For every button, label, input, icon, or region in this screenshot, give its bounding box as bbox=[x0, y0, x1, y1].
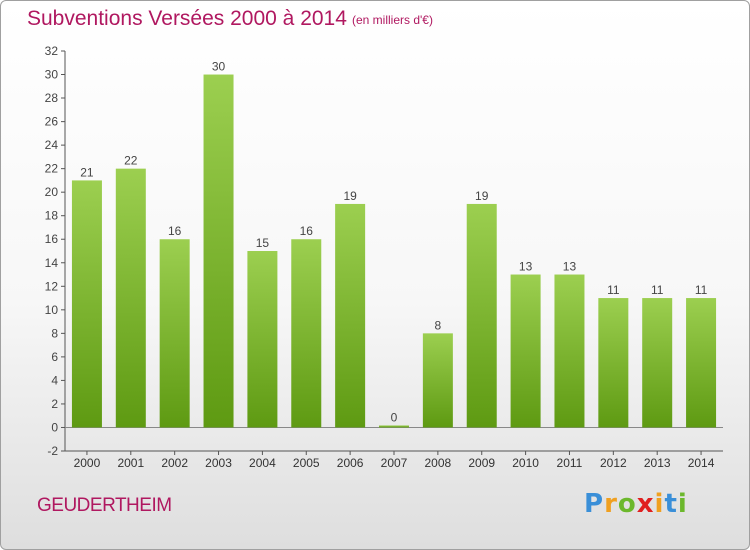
x-tick-label: 2011 bbox=[557, 456, 583, 470]
y-tick-label: 2 bbox=[51, 397, 58, 411]
logo-letter: i bbox=[677, 489, 688, 519]
x-tick-label: 2005 bbox=[293, 456, 320, 470]
y-tick-label: 32 bbox=[45, 44, 59, 58]
data-label-2001: 22 bbox=[124, 154, 138, 168]
data-label-2012: 11 bbox=[607, 283, 620, 297]
y-tick-label: 18 bbox=[45, 209, 59, 223]
bar-2011 bbox=[554, 274, 585, 428]
x-tick-label: 2013 bbox=[644, 456, 671, 470]
data-label-2014: 11 bbox=[695, 283, 708, 297]
x-tick-label: 2006 bbox=[337, 456, 364, 470]
data-label-2006: 19 bbox=[343, 189, 357, 203]
bar-2007 bbox=[379, 425, 409, 428]
x-tick-label: 2010 bbox=[512, 456, 539, 470]
logo-letter: t bbox=[664, 489, 678, 519]
y-tick-label: 22 bbox=[45, 162, 59, 176]
y-tick-label: 24 bbox=[45, 138, 59, 152]
bar-2008 bbox=[422, 333, 453, 428]
data-label-2000: 21 bbox=[80, 165, 94, 179]
bar-2013 bbox=[642, 298, 673, 428]
proxiti-logo: Proxiti bbox=[584, 489, 688, 519]
y-tick-label: 6 bbox=[51, 350, 58, 364]
bar-2009 bbox=[466, 203, 497, 428]
bar-2006 bbox=[335, 203, 366, 428]
y-tick-label: -2 bbox=[47, 444, 58, 458]
y-tick-label: 20 bbox=[45, 185, 59, 199]
data-label-2010: 13 bbox=[519, 260, 533, 274]
y-tick-label: 0 bbox=[51, 420, 58, 434]
bar-2003 bbox=[203, 74, 234, 428]
x-tick-label: 2001 bbox=[117, 456, 144, 470]
logo-letter: i bbox=[654, 489, 665, 519]
y-tick-label: 8 bbox=[51, 326, 58, 340]
bar-2010 bbox=[510, 274, 541, 428]
data-label-2011: 13 bbox=[563, 260, 577, 274]
bars bbox=[71, 74, 717, 428]
chart-title: Subventions Versées 2000 à 2014 bbox=[27, 7, 347, 30]
logo-letter: P bbox=[584, 489, 605, 519]
x-tick-label: 2012 bbox=[600, 456, 627, 470]
data-label-2007: 0 bbox=[391, 410, 398, 424]
logo-letter: x bbox=[636, 489, 655, 519]
x-tick-label: 2000 bbox=[74, 456, 101, 470]
bar-2012 bbox=[598, 298, 629, 428]
y-tick-label: 14 bbox=[45, 256, 59, 270]
chart-subtitle: (en milliers d'€) bbox=[352, 13, 433, 27]
logo-letter: r bbox=[604, 489, 618, 519]
y-tick-label: 4 bbox=[51, 373, 58, 387]
y-tick-label: 30 bbox=[45, 68, 59, 82]
x-tick-label: 2007 bbox=[381, 456, 408, 470]
y-tick-label: 16 bbox=[45, 232, 59, 246]
data-labels: 21 22 16 30 15 16 19 0 8 19 13 13 11 11 11 bbox=[80, 60, 707, 425]
logo-letter: o bbox=[617, 489, 637, 519]
x-tick-label: 2002 bbox=[161, 456, 188, 470]
bar-2004 bbox=[247, 251, 278, 428]
bar-2014 bbox=[686, 298, 717, 428]
y-tick-label: 12 bbox=[45, 279, 59, 293]
data-label-2008: 8 bbox=[435, 318, 442, 332]
x-tick-label: 2003 bbox=[205, 456, 232, 470]
y-tick-label: 28 bbox=[45, 91, 59, 105]
data-label-2003: 30 bbox=[212, 60, 226, 74]
data-label-2002: 16 bbox=[168, 224, 182, 238]
data-label-2004: 15 bbox=[256, 236, 270, 250]
bar-2005 bbox=[291, 239, 322, 428]
x-tick-label: 2004 bbox=[249, 456, 276, 470]
data-label-2013: 11 bbox=[651, 283, 664, 297]
data-label-2009: 19 bbox=[475, 189, 489, 203]
x-tick-label: 2014 bbox=[688, 456, 715, 470]
x-tick-label: 2008 bbox=[425, 456, 452, 470]
data-label-2005: 16 bbox=[300, 224, 314, 238]
commune-name: GEUDERTHEIM bbox=[37, 495, 172, 516]
bar-2001 bbox=[115, 168, 146, 428]
y-tick-label: 26 bbox=[45, 115, 59, 129]
bar-2002 bbox=[159, 239, 190, 428]
bar-2000 bbox=[71, 180, 102, 428]
y-tick-label: 10 bbox=[45, 303, 59, 317]
x-tick-label: 2009 bbox=[468, 456, 495, 470]
